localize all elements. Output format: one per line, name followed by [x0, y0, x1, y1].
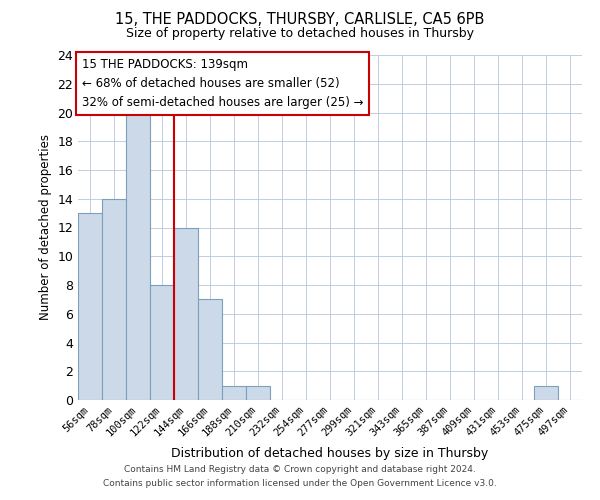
- Text: Contains HM Land Registry data © Crown copyright and database right 2024.
Contai: Contains HM Land Registry data © Crown c…: [103, 466, 497, 487]
- Bar: [102, 198, 126, 400]
- Text: 15 THE PADDOCKS: 139sqm
← 68% of detached houses are smaller (52)
32% of semi-de: 15 THE PADDOCKS: 139sqm ← 68% of detache…: [82, 58, 363, 109]
- Bar: [78, 213, 102, 400]
- Text: Size of property relative to detached houses in Thursby: Size of property relative to detached ho…: [126, 28, 474, 40]
- Bar: [246, 386, 270, 400]
- X-axis label: Distribution of detached houses by size in Thursby: Distribution of detached houses by size …: [172, 447, 488, 460]
- Bar: [198, 300, 222, 400]
- Bar: [174, 228, 198, 400]
- Text: 15, THE PADDOCKS, THURSBY, CARLISLE, CA5 6PB: 15, THE PADDOCKS, THURSBY, CARLISLE, CA5…: [115, 12, 485, 28]
- Y-axis label: Number of detached properties: Number of detached properties: [39, 134, 52, 320]
- Bar: [534, 386, 558, 400]
- Bar: [126, 112, 150, 400]
- Bar: [150, 285, 174, 400]
- Bar: [222, 386, 246, 400]
